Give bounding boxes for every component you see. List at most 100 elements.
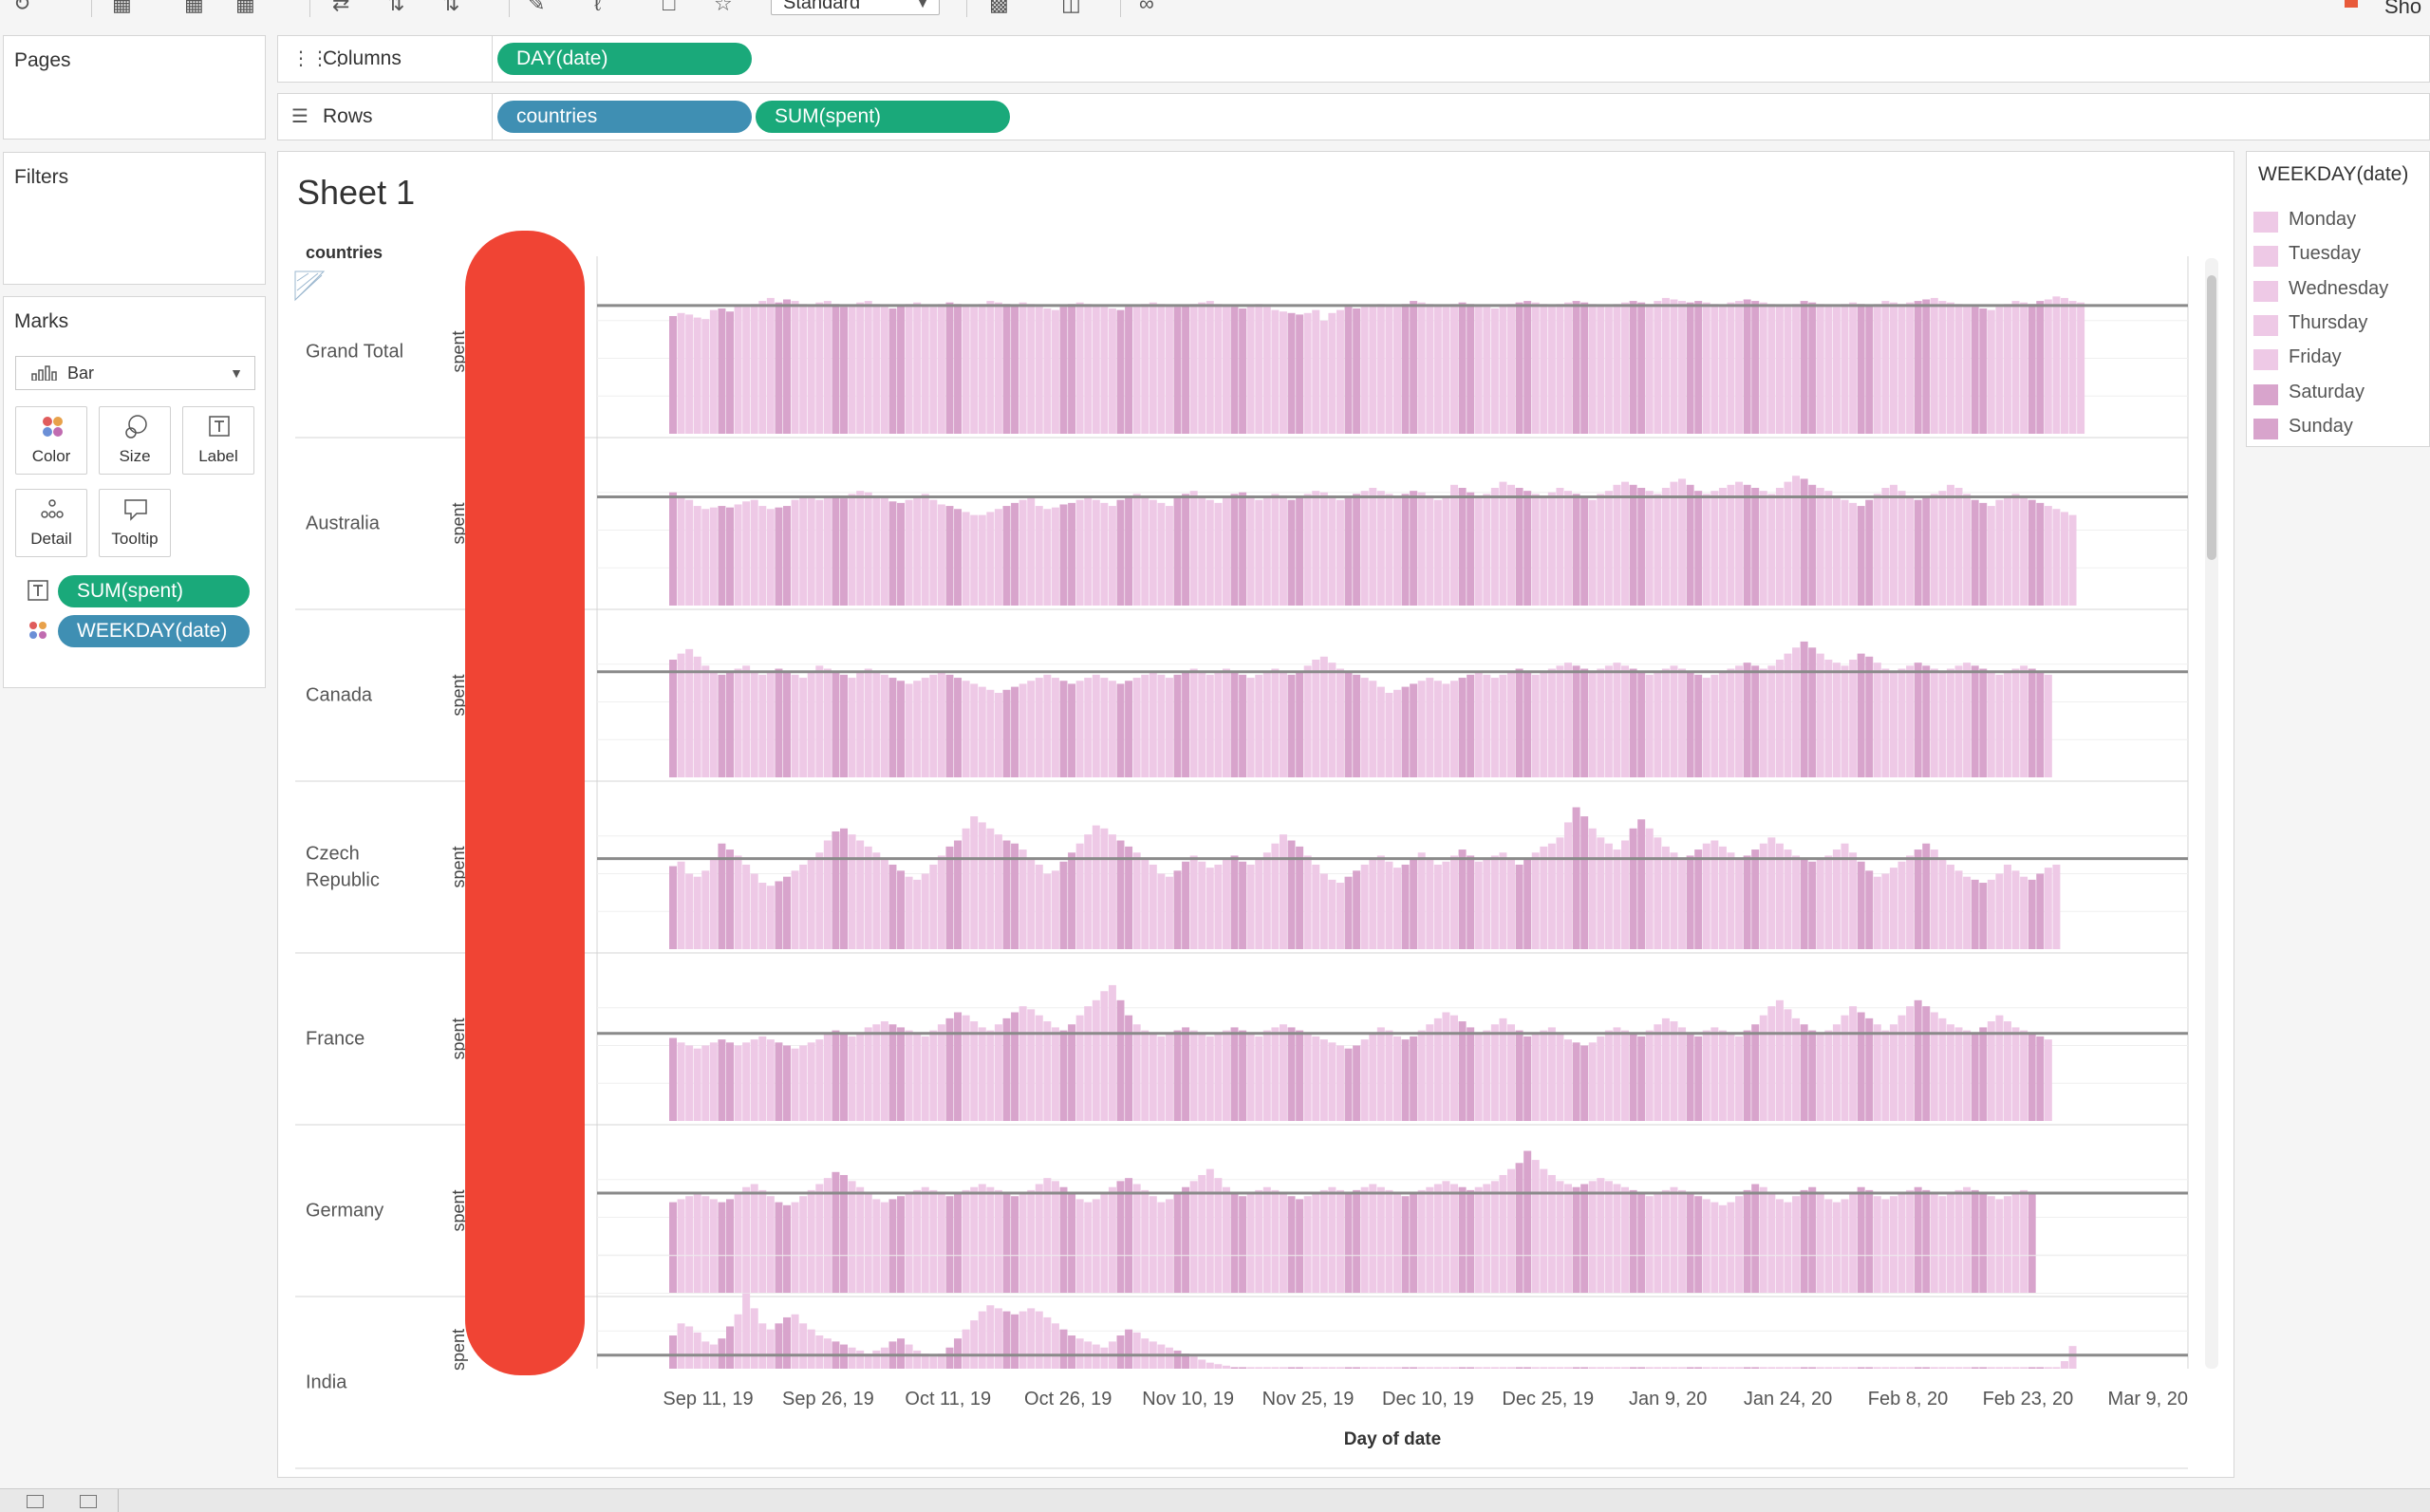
share-icon[interactable]: ∞ [1139, 0, 1154, 15]
mark-type-dropdown[interactable]: Bar ▼ [15, 356, 255, 390]
bar [1661, 487, 1670, 606]
clear-sheet-icon[interactable]: ▦ [235, 0, 255, 15]
bar [1262, 1367, 1271, 1369]
scrollbar-thumb[interactable] [2207, 275, 2216, 560]
bar [677, 496, 685, 606]
bar [1873, 663, 1881, 777]
show-labels-icon[interactable]: ▩ [989, 0, 1009, 15]
sort-descending-icon[interactable]: ⇅ [442, 0, 460, 15]
bar [1556, 1181, 1564, 1293]
presentation-icon[interactable]: ◫ [1061, 0, 1081, 15]
columns-shelf[interactable]: ⋮⋮⋮ Columns DAY(date) [277, 35, 2430, 83]
paperclip-icon[interactable]: ℓ [594, 0, 602, 15]
bar [1125, 496, 1133, 606]
bar [1808, 484, 1817, 606]
bar [978, 1027, 986, 1121]
bar [1971, 1367, 1979, 1369]
filters-panel[interactable]: Filters [3, 152, 266, 285]
bar [1873, 494, 1881, 606]
bar [856, 840, 865, 949]
bar [1547, 843, 1556, 949]
bar [1710, 1367, 1719, 1369]
bar [1214, 1033, 1223, 1121]
bar [1775, 843, 1784, 949]
bar [1499, 1367, 1507, 1369]
bar [1157, 1036, 1166, 1121]
bar [1182, 1186, 1190, 1293]
status-bar [0, 1488, 2430, 1512]
rows-pill-countries[interactable]: countries [497, 101, 752, 133]
bar [1376, 855, 1385, 949]
highlight-icon[interactable]: ✎ [528, 0, 546, 15]
mark-field-sum-spent[interactable]: SUM(spent) [58, 575, 250, 607]
new-sheet-icon[interactable]: ▦ [112, 0, 132, 15]
bar [1051, 678, 1059, 777]
bar [693, 506, 701, 606]
bar [1971, 1033, 1979, 1121]
bar [1637, 302, 1646, 434]
bar [1092, 674, 1100, 777]
bar [1547, 1027, 1556, 1121]
redo-icon[interactable]: ↻ [13, 0, 31, 15]
bar [1661, 1189, 1670, 1293]
pin-icon[interactable]: ☆ [714, 0, 733, 15]
bar [1319, 873, 1328, 949]
bar [701, 870, 710, 949]
bar [1214, 671, 1223, 777]
bar [1889, 484, 1897, 606]
bar [921, 305, 929, 434]
bar [1385, 1189, 1393, 1293]
bar [1718, 1204, 1727, 1293]
detail-button[interactable]: Detail [15, 489, 87, 557]
bar [1019, 1193, 1027, 1293]
bar [1954, 1367, 1963, 1369]
label-marks-icon[interactable]: □ [663, 0, 676, 15]
label-button[interactable]: Label [182, 406, 254, 475]
rows-shelf[interactable]: ☰ Rows countries SUM(spent) [277, 93, 2430, 140]
pages-panel[interactable]: Pages [3, 35, 266, 140]
bar [1132, 852, 1141, 949]
bar [1100, 1347, 1109, 1369]
fit-dropdown[interactable]: Standard ▼ [771, 0, 940, 15]
bar [1897, 668, 1906, 777]
bar [1751, 665, 1760, 777]
bar [1588, 1181, 1597, 1293]
show-me-icon[interactable] [2345, 0, 2358, 8]
rows-pill-sum-spent[interactable]: SUM(spent) [756, 101, 1010, 133]
bar [1467, 674, 1475, 777]
grid-icon[interactable] [27, 1495, 44, 1508]
color-button[interactable]: Color [15, 406, 87, 475]
bar [1165, 678, 1173, 777]
bar [937, 504, 945, 606]
sort-ascending-icon[interactable]: ⇅ [387, 0, 405, 15]
sheet-tab-icon[interactable] [80, 1495, 97, 1508]
bar [945, 506, 954, 606]
show-me-button[interactable]: Sho [2384, 0, 2422, 18]
bar [1897, 1367, 1906, 1369]
weekday-legend[interactable]: WEEKDAY(date) Monday Tuesday Wednesday T… [2246, 151, 2430, 447]
bar [1523, 671, 1532, 777]
bar [1027, 496, 1036, 606]
bar [1100, 1193, 1109, 1293]
size-button[interactable]: Size [99, 406, 171, 475]
tooltip-button[interactable]: Tooltip [99, 489, 171, 557]
bar [1393, 868, 1401, 949]
bar [864, 1027, 872, 1121]
axis-label-spent: spent [449, 674, 468, 716]
sheet-title[interactable]: Sheet 1 [297, 173, 416, 212]
bar [823, 301, 832, 434]
mark-field-weekday-date[interactable]: WEEKDAY(date) [58, 615, 250, 647]
bar [937, 304, 945, 434]
bar [1246, 864, 1255, 949]
bar [1417, 1030, 1426, 1121]
row-header-countries[interactable]: countries [306, 243, 383, 262]
bar [1702, 494, 1710, 606]
bar [1930, 849, 1938, 949]
columns-pill-day-date[interactable]: DAY(date) [497, 43, 752, 75]
bar-chart[interactable]: Grand Total spent Australia spent Canada spen… [278, 152, 2235, 1479]
bar [1296, 671, 1304, 777]
swap-icon[interactable]: ⇄ [332, 0, 350, 15]
bar [1255, 858, 1263, 949]
bar [1661, 1017, 1670, 1121]
duplicate-sheet-icon[interactable]: ▦ [184, 0, 204, 15]
